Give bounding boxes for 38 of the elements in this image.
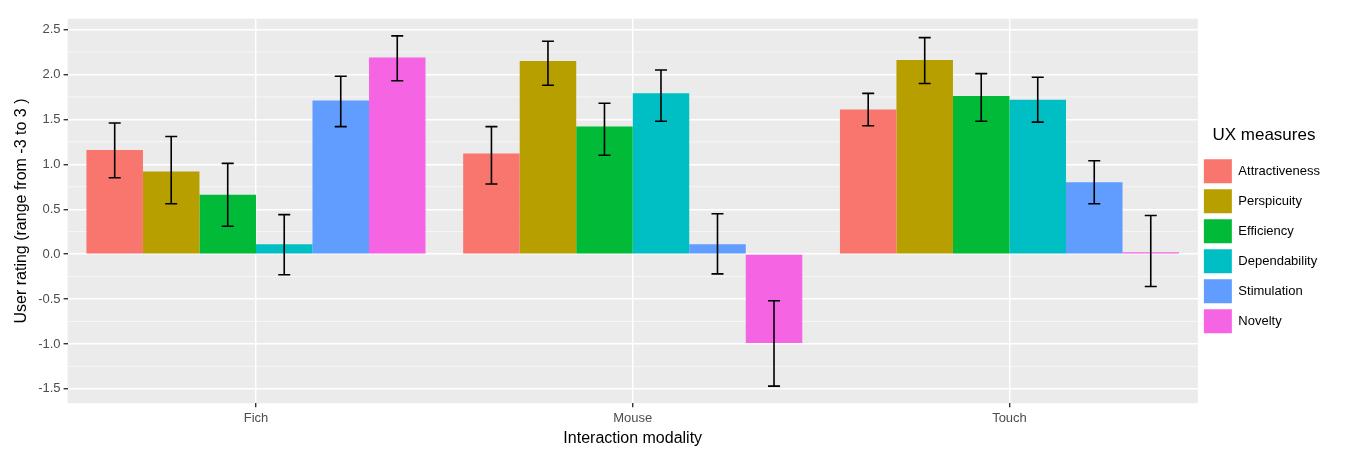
y-tick-label: -0.5 [38,290,61,306]
legend-label: Novelty [1238,312,1283,328]
y-tick-label: 1.5 [42,110,61,126]
x-tick-label: Fich [243,409,269,425]
legend-label: Dependability [1238,252,1318,268]
bar [1065,182,1123,254]
bar [312,100,369,254]
y-tick-label: -1.5 [38,380,61,396]
bar [1009,99,1066,254]
bar [142,171,200,254]
bar [689,244,746,254]
y-tick-label: -1.0 [38,335,61,351]
legend-title: UX measures [1212,124,1316,144]
y-tick-label: 2.0 [42,66,61,82]
legend-label: Attractiveness [1238,162,1321,178]
bar [745,254,803,344]
y-axis-title: User rating (range from -3 to 3 ) [12,98,30,324]
bar [463,153,520,254]
y-tick-label: 2.5 [42,21,61,37]
bar [199,194,256,254]
bar [369,57,426,254]
y-tick-label: 1.0 [42,155,61,171]
legend-label: Efficiency [1238,222,1295,238]
bar [952,96,1010,254]
x-tick-label: Touch [992,409,1027,425]
y-tick-label: 0.5 [42,200,61,216]
bar [255,244,313,254]
x-tick-label: Mouse [613,409,653,425]
x-axis-title: Interaction modality [563,428,703,446]
bar [576,126,633,254]
bar [86,149,143,254]
bar [632,93,690,254]
bar [839,109,897,254]
bar [519,61,577,254]
legend-label: Stimulation [1238,282,1303,298]
y-tick-label: 0.0 [42,245,61,261]
legend-label: Perspicuity [1238,192,1303,208]
bar [896,60,953,254]
